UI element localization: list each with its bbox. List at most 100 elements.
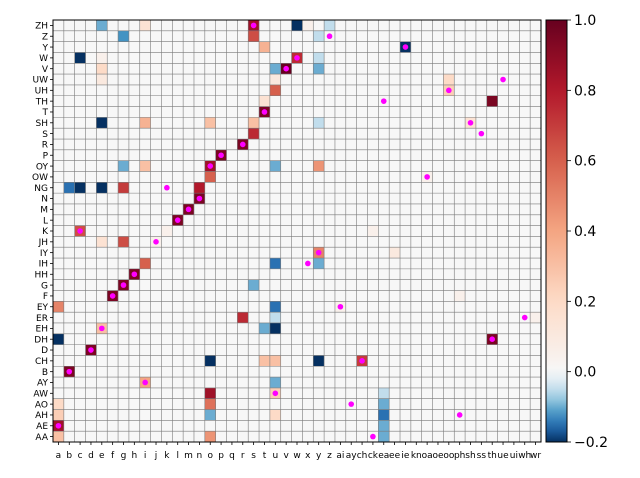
x-tick-label: ai: [336, 451, 344, 461]
heatmap-cell: [324, 20, 335, 31]
heatmap-cell: [53, 333, 64, 345]
x-tick-label: oa: [422, 451, 433, 461]
heatmap-cell: [269, 74, 281, 85]
y-axis-ticks: ZHZYWVUWUHTHTSHSRPOYOWNGNMLKJHIYIHHHGFEY…: [32, 22, 53, 443]
heatmap-cell: [248, 117, 260, 129]
x-tick-label: ss: [477, 451, 487, 461]
heatmap-cell: [269, 377, 281, 388]
y-tick-label: AY: [37, 379, 48, 389]
heatmap-cell: [74, 52, 86, 64]
x-tick-label: u: [272, 451, 278, 461]
y-tick-label: EY: [37, 303, 49, 313]
heatmap-cell: [302, 20, 314, 31]
heatmap-cell: [269, 301, 281, 313]
heatmap-cell: [454, 290, 466, 302]
x-tick-label: th: [488, 451, 497, 461]
y-tick-label: Y: [42, 43, 49, 53]
marker-point: [370, 433, 376, 440]
y-tick-label: P: [43, 151, 49, 161]
x-tick-label: z: [327, 451, 332, 461]
heatmap-cell: [118, 160, 129, 172]
colorbar-tick-label: 0.4: [574, 224, 596, 240]
marker-point: [250, 22, 257, 29]
marker-point: [402, 44, 409, 50]
heatmap-cell: [96, 236, 108, 248]
heatmap-cell: [118, 30, 129, 42]
marker-point: [207, 163, 214, 169]
x-tick-label: ch: [357, 451, 368, 461]
y-tick-label: Z: [42, 32, 48, 42]
x-tick-label: wh: [518, 451, 531, 461]
heatmap-cell: [74, 182, 86, 194]
heatmap-cell: [53, 301, 64, 313]
x-tick-label: t: [263, 451, 267, 461]
x-tick-label: kn: [411, 451, 422, 461]
marker-point: [164, 184, 170, 191]
x-tick-label: e: [99, 451, 105, 461]
y-tick-label: JH: [38, 238, 48, 248]
heatmap-cell: [193, 182, 205, 194]
marker-point: [218, 152, 224, 159]
marker-point: [348, 401, 355, 407]
heatmap-plot-area: [52, 19, 542, 443]
heatmap-cell: [204, 398, 216, 410]
y-tick-label: V: [42, 65, 49, 75]
y-tick-label: IY: [40, 249, 49, 259]
marker-point: [272, 390, 279, 397]
y-tick-label: D: [41, 346, 48, 356]
x-axis-ticks: a b c d e f g h i j k l m n o p q r s t u v w x y z ai ay ch ck ea ee ie…: [56, 442, 541, 461]
marker-point: [142, 379, 148, 386]
heatmap-cell: [96, 182, 108, 194]
heatmap-cell: [291, 20, 303, 31]
heatmap-cell: [313, 160, 325, 172]
x-tick-label: r: [241, 451, 245, 461]
y-tick-label: ZH: [35, 22, 48, 32]
heatmap-cell: [367, 225, 379, 237]
heatmap-cell: [530, 312, 541, 323]
y-tick-label: HH: [34, 270, 48, 280]
x-tick-label: j: [154, 451, 158, 461]
x-tick-label: b: [66, 451, 72, 461]
marker-point: [88, 347, 94, 353]
marker-point: [467, 119, 474, 126]
x-tick-label: ea: [378, 451, 389, 461]
marker-point: [305, 260, 311, 267]
marker-point: [521, 314, 528, 321]
y-tick-label: OW: [32, 173, 48, 183]
heatmap-cell: [269, 409, 281, 421]
x-tick-label: w: [293, 451, 300, 461]
marker-point: [500, 76, 506, 83]
heatmap-cell: [269, 160, 281, 172]
y-tick-label: CH: [35, 357, 48, 367]
heatmap-cell: [313, 30, 325, 42]
marker-point: [66, 368, 73, 375]
y-tick-label: ER: [36, 314, 48, 324]
heatmap-cell: [139, 258, 151, 269]
marker-point: [55, 422, 62, 429]
y-tick-label: F: [43, 292, 48, 302]
marker-point: [77, 228, 83, 234]
heatmap-cell: [96, 63, 108, 75]
heatmap-cell: [269, 322, 281, 334]
x-tick-label: k: [164, 451, 170, 461]
marker-point: [446, 87, 452, 94]
y-tick-label: R: [42, 141, 48, 151]
marker-point: [131, 271, 138, 278]
y-tick-label: G: [41, 281, 48, 291]
heatmap-cell: [259, 41, 270, 53]
y-tick-label: M: [40, 206, 48, 216]
heatmap-cell: [259, 322, 270, 334]
heatmap-cell: [139, 160, 151, 172]
heatmap-cell: [248, 279, 260, 291]
y-tick-label: EH: [36, 325, 48, 335]
y-tick-label: IH: [39, 260, 48, 270]
heatmap-cell: [486, 95, 498, 107]
heatmap-cell: [269, 63, 281, 75]
heatmap-cell: [53, 398, 64, 410]
heatmap-cell: [313, 52, 325, 64]
heatmap-cell: [204, 171, 216, 183]
x-tick-label: ee: [389, 451, 401, 461]
marker-point: [185, 206, 192, 213]
heatmap-cell: [161, 225, 173, 237]
x-tick-label: v: [283, 451, 289, 461]
